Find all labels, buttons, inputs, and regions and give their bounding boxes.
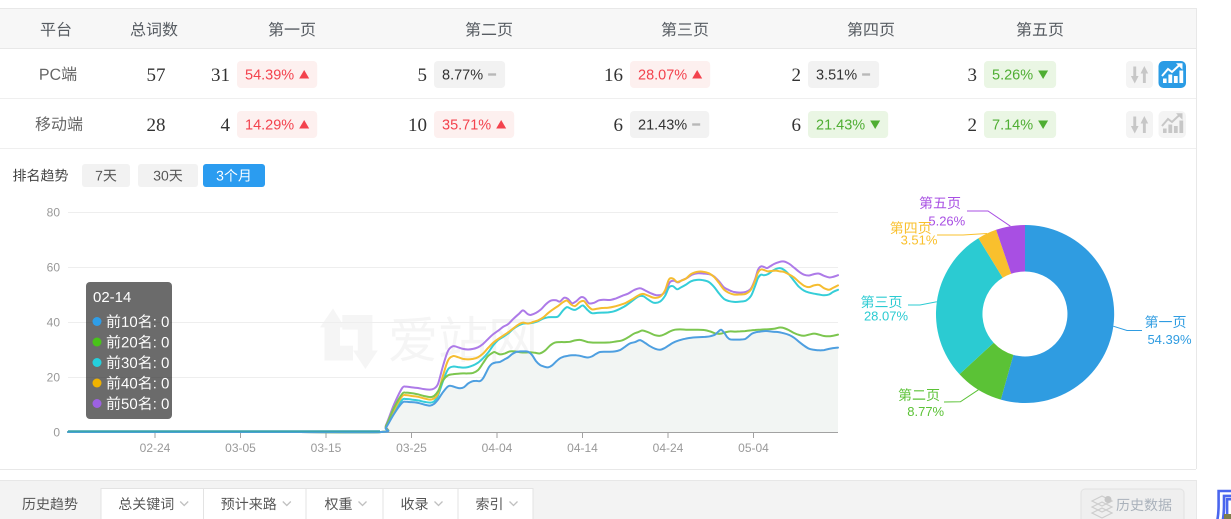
svg-text:6: 6 bbox=[792, 115, 802, 136]
svg-text:28.07%: 28.07% bbox=[638, 68, 687, 84]
svg-text:5.26%: 5.26% bbox=[992, 68, 1033, 84]
svg-text:04-14: 04-14 bbox=[567, 441, 598, 455]
svg-text:7.14%: 7.14% bbox=[992, 118, 1033, 134]
svg-text:14.29%: 14.29% bbox=[245, 118, 294, 134]
svg-text:3: 3 bbox=[968, 65, 978, 86]
svg-text:21.43%: 21.43% bbox=[638, 118, 687, 134]
svg-text:20: 20 bbox=[47, 371, 61, 385]
svg-text:4: 4 bbox=[221, 115, 231, 136]
svg-text:02-24: 02-24 bbox=[140, 441, 171, 455]
svg-text:3.51%: 3.51% bbox=[816, 68, 857, 84]
svg-text:60: 60 bbox=[47, 261, 61, 275]
svg-text:04-24: 04-24 bbox=[653, 441, 684, 455]
svg-text:2: 2 bbox=[792, 65, 802, 86]
svg-text:28: 28 bbox=[147, 115, 166, 136]
svg-text:54.39%: 54.39% bbox=[245, 68, 294, 84]
svg-text:5: 5 bbox=[418, 65, 428, 86]
svg-text:3.51%: 3.51% bbox=[901, 233, 938, 248]
svg-text:2: 2 bbox=[968, 115, 978, 136]
svg-text:40: 40 bbox=[47, 316, 61, 330]
svg-text:21.43%: 21.43% bbox=[816, 118, 865, 134]
svg-text:54.39%: 54.39% bbox=[1147, 332, 1192, 347]
svg-text:03-25: 03-25 bbox=[396, 441, 427, 455]
svg-text:80: 80 bbox=[47, 206, 61, 220]
svg-text:28.07%: 28.07% bbox=[864, 309, 909, 324]
svg-text:10: 10 bbox=[408, 115, 427, 136]
svg-text:16: 16 bbox=[604, 65, 623, 86]
svg-text:05-04: 05-04 bbox=[738, 441, 769, 455]
svg-text:5.26%: 5.26% bbox=[928, 214, 965, 229]
svg-text:8.77%: 8.77% bbox=[907, 404, 944, 419]
svg-text:04-04: 04-04 bbox=[482, 441, 513, 455]
svg-text:0: 0 bbox=[53, 426, 60, 440]
svg-text:57: 57 bbox=[147, 65, 166, 86]
svg-text:35.71%: 35.71% bbox=[442, 118, 491, 134]
svg-text:03-15: 03-15 bbox=[311, 441, 342, 455]
svg-text:31: 31 bbox=[211, 65, 230, 86]
svg-text:03-05: 03-05 bbox=[225, 441, 256, 455]
svg-text:8.77%: 8.77% bbox=[442, 68, 483, 84]
svg-text:02-14: 02-14 bbox=[93, 289, 131, 306]
svg-text:6: 6 bbox=[614, 115, 624, 136]
